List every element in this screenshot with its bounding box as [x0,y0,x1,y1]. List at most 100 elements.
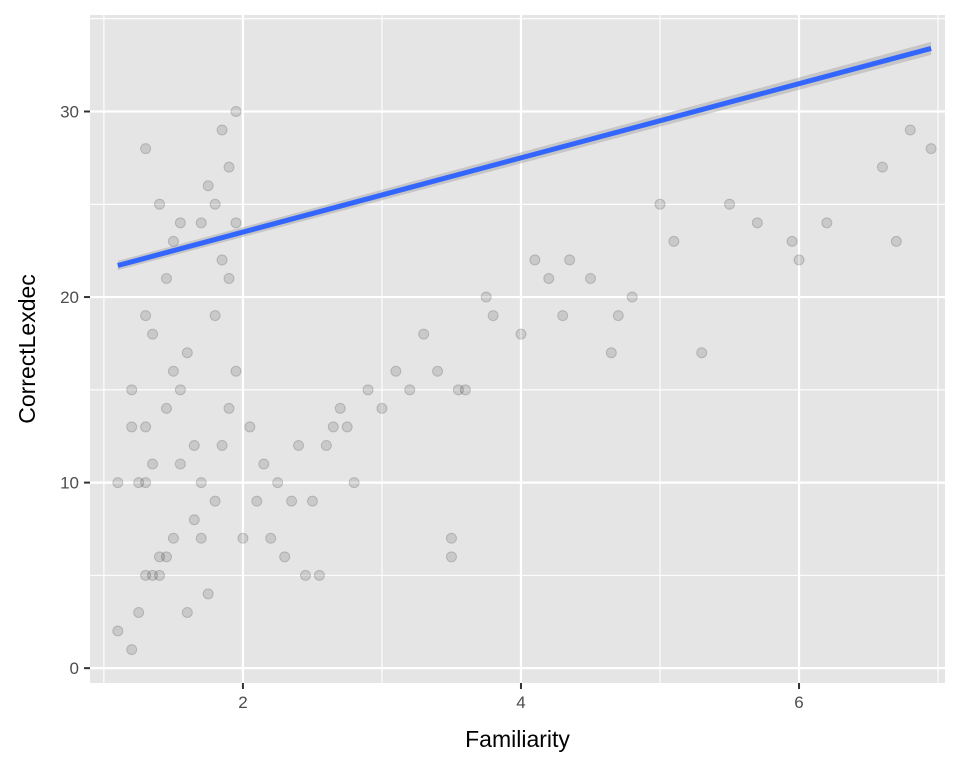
data-point [313,569,325,581]
data-point [133,606,145,618]
x-axis-title: Familiarity [465,726,570,752]
data-point [195,532,207,544]
data-point [167,365,179,377]
data-point [230,217,242,229]
data-point [258,458,270,470]
minor-gridlines [90,15,945,683]
data-point [793,254,805,266]
data-point [279,551,291,563]
data-point [181,347,193,359]
data-point [876,161,888,173]
data-point [126,421,138,433]
data-point [925,143,937,155]
data-point [320,439,332,451]
data-point [293,439,305,451]
data-point [459,384,471,396]
data-point [904,124,916,136]
data-point [445,532,457,544]
data-point [605,347,617,359]
data-point [160,402,172,414]
data-point [341,421,353,433]
data-point [529,254,541,266]
data-point [515,328,527,340]
data-point [376,402,388,414]
data-point [362,384,374,396]
x-tick-label: 2 [238,693,247,712]
data-point [126,384,138,396]
data-point [140,143,152,155]
data-point [626,291,638,303]
major-gridlines [90,15,945,683]
data-point [564,254,576,266]
data-point [272,477,284,489]
data-point [140,421,152,433]
data-point [557,310,569,322]
data-point [786,235,798,247]
data-point [668,235,680,247]
data-point [612,310,624,322]
axis-ticks [84,110,801,689]
data-point [209,310,221,322]
data-point [181,606,193,618]
data-point [216,124,228,136]
data-point [251,495,263,507]
regression-line [117,45,932,268]
data-point [174,217,186,229]
data-point [348,477,360,489]
data-point [237,532,249,544]
data-point [147,569,159,581]
data-point [543,272,555,284]
data-point [112,477,124,489]
data-point [112,625,124,637]
data-point [202,180,214,192]
data-point [890,235,902,247]
data-point [223,272,235,284]
x-tick-label: 6 [794,693,803,712]
data-point [230,365,242,377]
smooth-fit [117,41,932,271]
y-axis-title: CorrectLexdec [14,274,40,424]
data-point [126,644,138,656]
data-point [404,384,416,396]
data-point [167,532,179,544]
data-point [160,551,172,563]
data-point [724,198,736,210]
data-point [167,235,179,247]
data-point [209,495,221,507]
data-point [202,588,214,600]
data-point [751,217,763,229]
data-point [188,439,200,451]
data-point [821,217,833,229]
y-tick-label: 30 [60,102,79,121]
data-point [584,272,596,284]
data-point [140,310,152,322]
data-point [154,569,166,581]
data-point [223,161,235,173]
data-point [216,439,228,451]
data-point [174,384,186,396]
data-point [147,458,159,470]
data-point [209,198,221,210]
data-point [188,514,200,526]
data-point [306,495,318,507]
data-point [223,402,235,414]
data-point [327,421,339,433]
data-points [112,105,937,656]
data-point [286,495,298,507]
y-tick-label: 10 [60,474,79,493]
y-tick-label: 20 [60,288,79,307]
data-point [265,532,277,544]
data-point [244,421,256,433]
y-tick-label: 0 [70,659,79,678]
data-point [133,477,145,489]
data-point [432,365,444,377]
x-tick-label: 4 [516,693,525,712]
data-point [216,254,228,266]
plot-panel [90,15,945,683]
data-point [230,105,242,117]
data-point [299,569,311,581]
data-point [147,328,159,340]
data-point [487,310,499,322]
data-point [445,551,457,563]
